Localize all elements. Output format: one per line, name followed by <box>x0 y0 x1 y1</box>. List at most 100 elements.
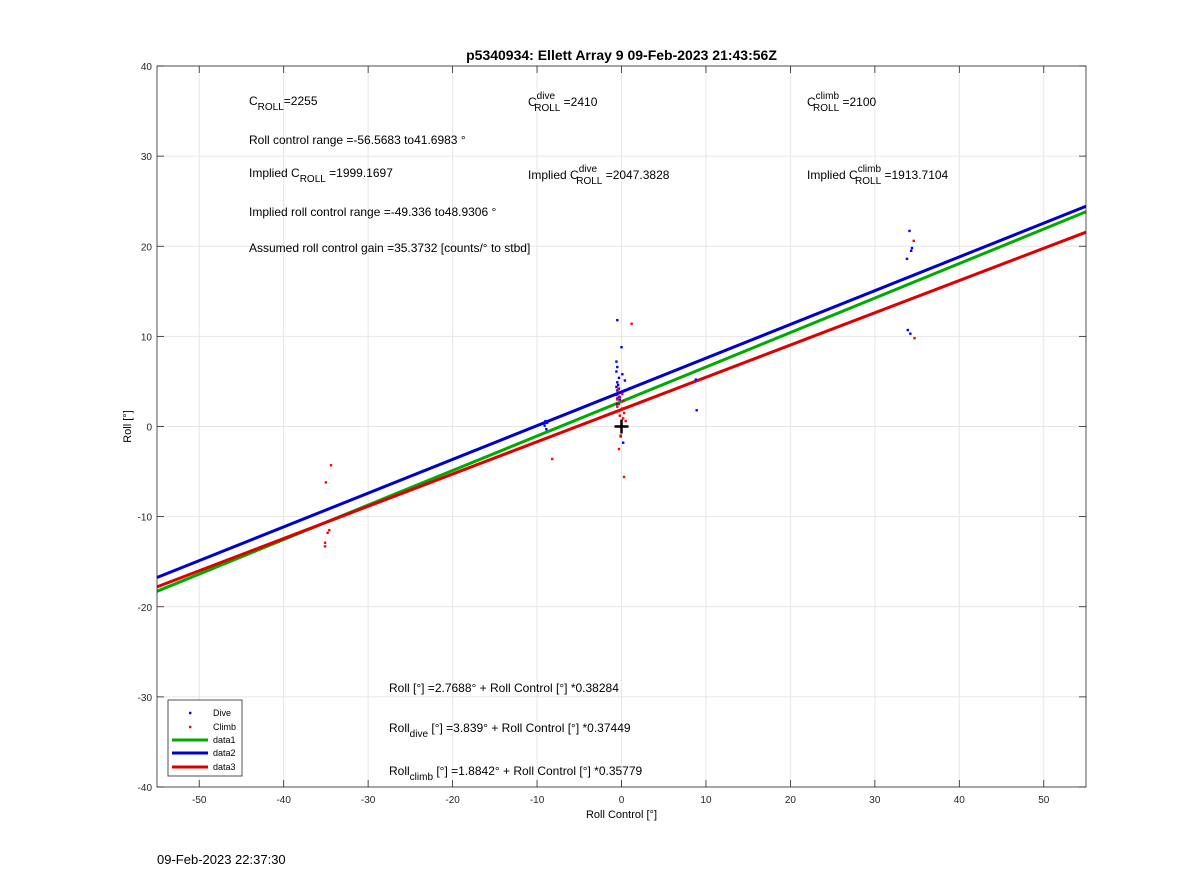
dive-point <box>615 385 618 389</box>
annotation-fit-all: Roll [°] =2.7688° + Roll Control [°] *0.… <box>389 681 619 695</box>
climb-point <box>617 409 621 413</box>
annotation-fit-climb: Rollclimb [°] =1.8842° + Roll Control [°… <box>389 764 643 783</box>
climb-point <box>616 388 620 391</box>
dive-point <box>544 419 547 423</box>
climb-point <box>324 481 328 484</box>
dive-point <box>615 370 618 373</box>
footer-timestamp: 09-Feb-2023 22:37:30 <box>157 852 286 867</box>
dive-point <box>615 393 618 397</box>
annotation-c-roll-climb: Cclimb ROLL =2100 <box>807 91 877 114</box>
climb-point <box>616 398 619 401</box>
annotation-gain: Assumed roll control gain =35.3732 [coun… <box>249 241 530 255</box>
legend-marker-climb <box>189 725 192 729</box>
x-tick-label: -20 <box>445 795 460 806</box>
climb-point <box>618 395 622 398</box>
chart-title: p5340934: Ellett Array 9 09-Feb-2023 21:… <box>466 47 777 63</box>
dive-point <box>906 328 910 332</box>
dive-point <box>616 318 619 322</box>
climb-point <box>912 239 915 243</box>
climb-point <box>617 447 621 451</box>
x-tick-label: 50 <box>1038 795 1050 806</box>
y-tick-label: 30 <box>141 152 153 163</box>
annotation-c-roll: CROLL=2255 <box>249 94 318 113</box>
annotation-implied-c-roll: Implied CROLL =1999.1697 <box>249 166 393 185</box>
x-tick-label: 0 <box>619 795 625 806</box>
annotation-c-roll-dive: Cdive ROLL =2410 <box>528 91 598 114</box>
annotation-roll-range: Roll control range =-56.5683 to41.6983 ° <box>249 133 466 147</box>
dive-point <box>621 390 625 393</box>
climb-point <box>621 407 624 410</box>
x-tick-label: -30 <box>361 795 376 806</box>
x-tick-label: -50 <box>192 795 207 806</box>
x-axis-label: Roll Control [°] <box>586 809 657 821</box>
dive-point <box>615 360 618 363</box>
legend-label-climb: Climb <box>213 722 236 732</box>
climb-point <box>619 434 622 437</box>
climb-point <box>323 541 327 544</box>
climb-point <box>617 402 621 406</box>
dive-point <box>616 365 619 369</box>
x-tick-label: 30 <box>869 795 881 806</box>
dive-point <box>621 373 624 376</box>
climb-point <box>621 417 625 420</box>
dive-point <box>620 345 623 349</box>
dive-point <box>616 402 619 406</box>
x-tick-label: 10 <box>700 795 712 806</box>
x-tick-label: 20 <box>785 795 797 806</box>
x-tick-label: -40 <box>276 795 291 806</box>
annotation-implied-range: Implied roll control range =-49.336 to48… <box>249 205 496 219</box>
dive-point <box>543 424 546 427</box>
climb-point <box>326 531 329 535</box>
climb-point <box>618 414 622 417</box>
legend-marker-dive <box>189 711 192 715</box>
legend: Dive Climb data1 data2 data3 <box>167 699 243 777</box>
y-tick-label: -40 <box>138 783 153 794</box>
climb-point <box>913 336 916 340</box>
annotation-implied-c-roll-dive: Implied Cdive ROLL =2047.3828 <box>528 164 670 187</box>
fit-line-data2 <box>156 204 1087 579</box>
dive-point <box>616 381 619 384</box>
y-axis-label: Roll [°] <box>122 410 134 443</box>
origin-marker <box>614 419 629 434</box>
axis-ticks: -50 -40 -30 -20 -10 0 10 20 30 40 50 -40 -30 -20 -10 0 1… <box>138 62 1086 806</box>
annotations: CROLL=2255 Cdive ROLL =2410 Cclimb ROLL =210… <box>249 91 949 783</box>
climb-point <box>622 475 626 479</box>
legend-label-data3: data3 <box>213 762 236 772</box>
annotation-implied-c-roll-climb: Implied Cclimb ROLL =1913.7104 <box>807 164 949 187</box>
climb-point <box>329 464 333 467</box>
y-tick-label: 40 <box>141 62 153 73</box>
dive-point <box>908 229 911 233</box>
annotation-fit-dive: Rolldive [°] =3.839° + Roll Control [°] … <box>389 721 631 740</box>
scatter-points <box>323 229 916 548</box>
dive-point <box>545 428 548 431</box>
y-tick-label: 0 <box>146 423 152 434</box>
dive-point <box>623 379 627 382</box>
legend-label-data2: data2 <box>213 748 236 758</box>
dive-point <box>909 332 912 335</box>
y-tick-label: -30 <box>138 693 153 704</box>
legend-box <box>167 699 243 777</box>
climb-point <box>624 419 627 423</box>
climb-point <box>622 411 626 415</box>
y-tick-label: 10 <box>141 332 153 343</box>
dive-point <box>905 257 909 261</box>
climb-point <box>621 392 624 396</box>
x-tick-label: 40 <box>954 795 966 806</box>
legend-label-data1: data1 <box>213 735 236 745</box>
climb-point <box>551 457 554 461</box>
dive-point <box>617 376 621 380</box>
y-tick-label: -20 <box>138 603 153 614</box>
dive-point <box>695 409 698 412</box>
y-tick-label: 20 <box>141 242 153 253</box>
climb-point <box>621 400 625 403</box>
climb-point <box>323 545 327 548</box>
dive-point <box>910 246 914 250</box>
x-tick-label: -10 <box>530 795 545 806</box>
dive-point <box>616 391 620 395</box>
climb-point <box>616 405 619 408</box>
y-tick-label: -10 <box>138 513 153 524</box>
legend-label-dive: Dive <box>213 708 231 718</box>
dive-point <box>618 398 622 401</box>
dive-point <box>694 378 698 381</box>
